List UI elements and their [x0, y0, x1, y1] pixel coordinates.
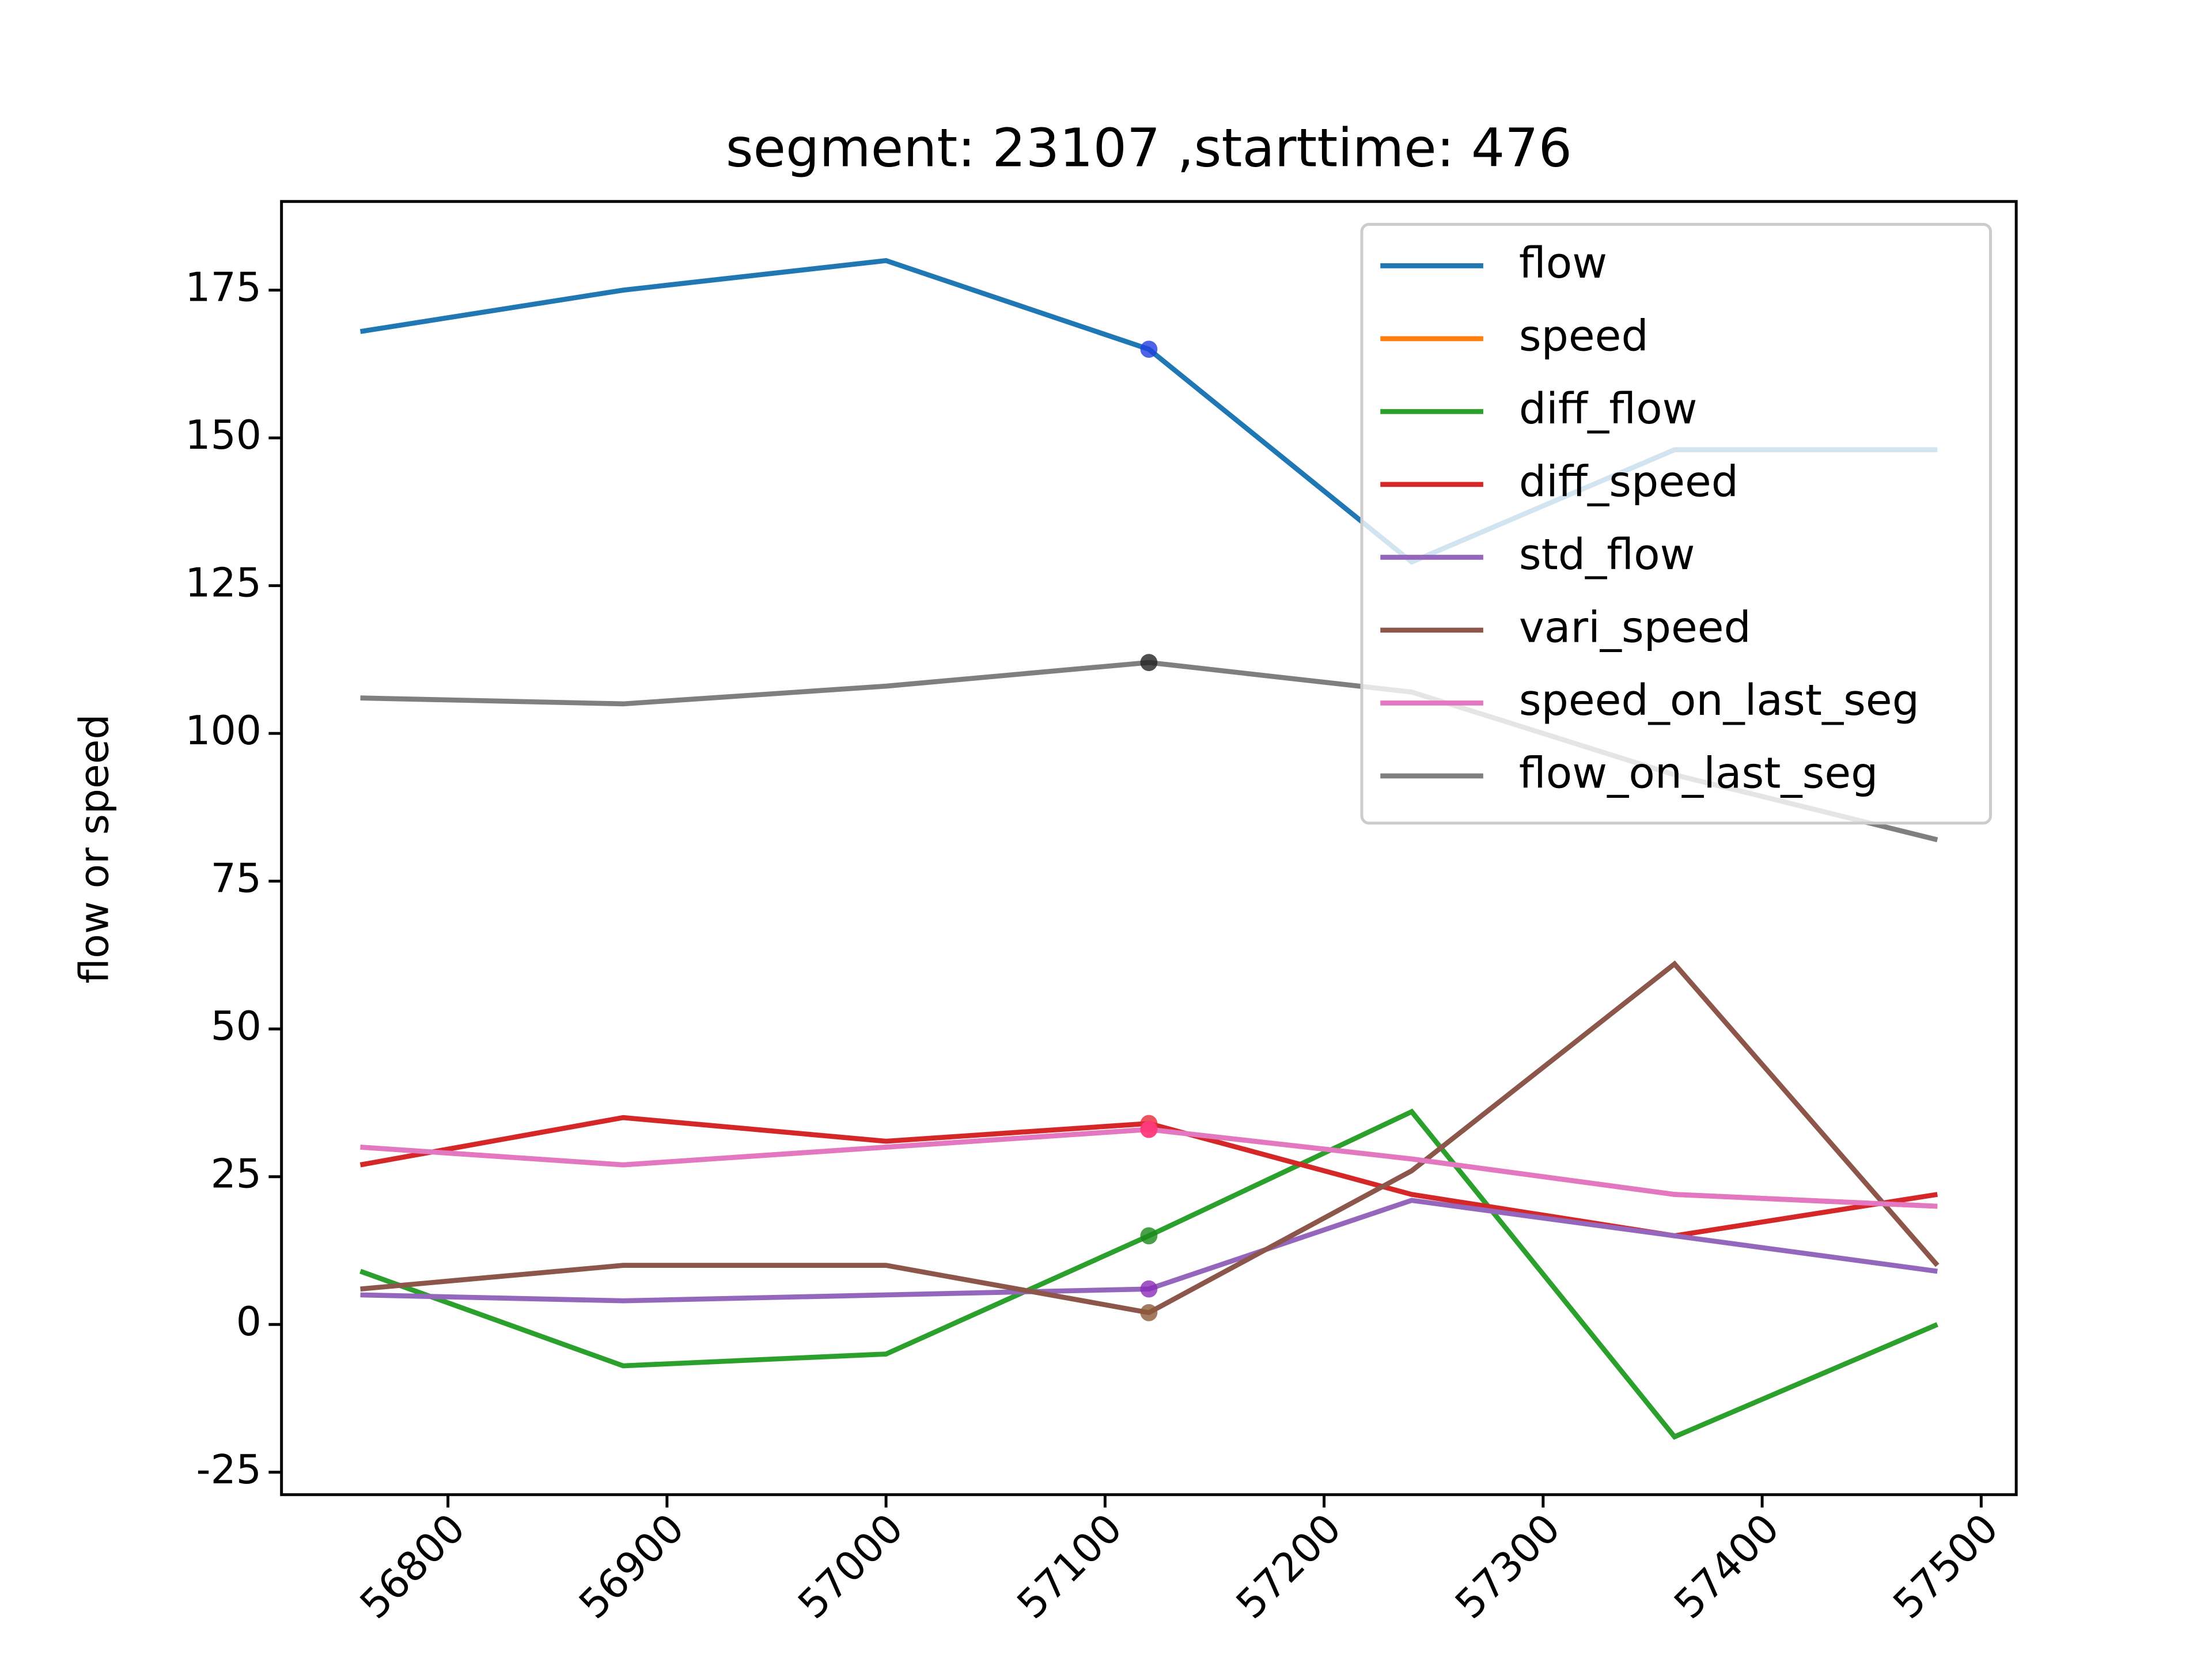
y-tick-label: 75	[211, 856, 262, 902]
x-tick-label: 57500	[1885, 1505, 2008, 1628]
highlight-point	[1140, 1280, 1158, 1298]
y-axis-label: flow or speed	[72, 714, 118, 984]
legend-label: vari_speed	[1519, 602, 1751, 652]
x-tick-label: 57400	[1666, 1505, 1789, 1628]
series-line	[360, 960, 1940, 1316]
series-line	[360, 1127, 1938, 1209]
highlight-point	[1140, 340, 1158, 358]
y-tick-label: 175	[185, 265, 262, 311]
legend-label: std_flow	[1519, 529, 1695, 579]
chart-title: segment: 23107 ,starttime: 476	[726, 117, 1572, 179]
y-tick-label: 100	[185, 708, 262, 754]
legend-label: diff_speed	[1519, 456, 1738, 506]
highlight-point	[1140, 654, 1158, 671]
y-tick-label: 125	[185, 560, 262, 607]
x-tick-label: 57200	[1228, 1505, 1350, 1628]
plot-frame	[280, 200, 2018, 1497]
highlight-point	[1140, 1304, 1158, 1321]
y-tick-label: 25	[211, 1152, 262, 1198]
y-tick-label: 50	[211, 1003, 262, 1050]
x-tick-label: 56800	[351, 1505, 474, 1628]
highlight-point	[1140, 1120, 1158, 1138]
x-tick-label: 56900	[570, 1505, 693, 1628]
x-tick-label: 57000	[790, 1505, 912, 1628]
legend-label: diff_flow	[1519, 384, 1698, 434]
legend-label: speed_on_last_seg	[1519, 675, 1919, 725]
highlight-point	[1140, 1227, 1158, 1245]
x-tick-label: 57100	[1009, 1505, 1131, 1628]
series-line	[359, 1108, 1938, 1440]
legend-label: flow_on_last_seg	[1519, 748, 1878, 798]
y-tick-label: 150	[185, 412, 262, 459]
y-tick-label: 0	[236, 1299, 262, 1345]
legend-label: speed	[1519, 310, 1649, 361]
x-tick-label: 57300	[1446, 1505, 1569, 1628]
y-tick-label: -25	[196, 1447, 262, 1493]
legend-label: flow	[1519, 238, 1607, 288]
legend-box	[1360, 222, 1992, 825]
